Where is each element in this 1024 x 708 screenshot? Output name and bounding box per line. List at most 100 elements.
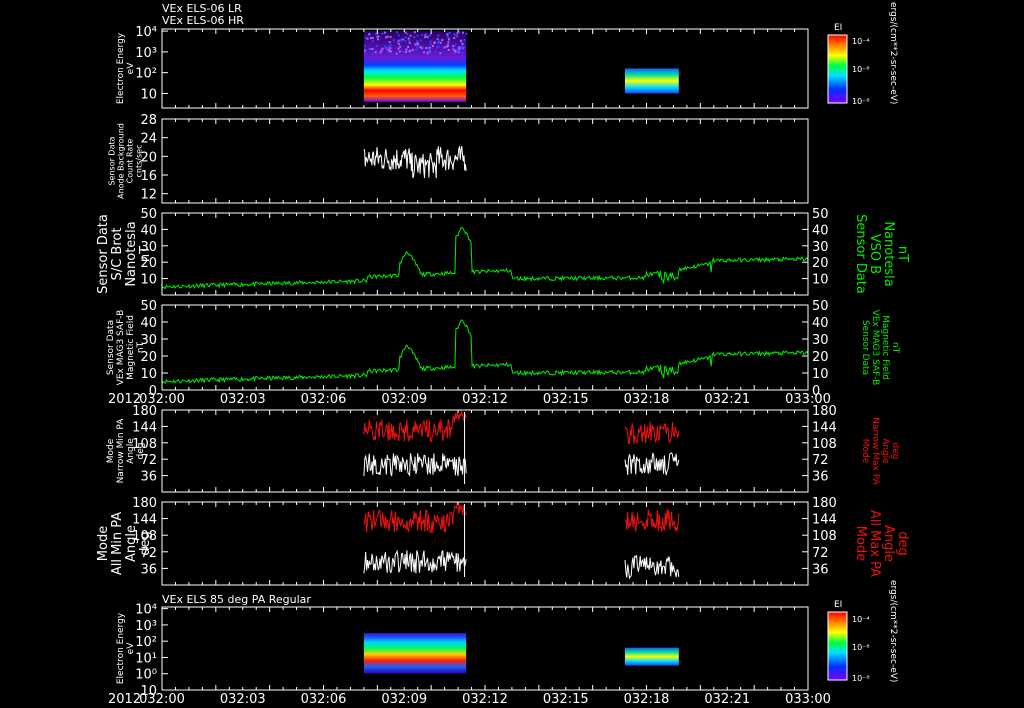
y-axis-label: Count Rate: [126, 139, 135, 184]
spectrogram-speckle: [389, 35, 392, 38]
spectrogram-speckle: [405, 51, 408, 54]
spectrogram-speckle: [428, 48, 431, 51]
colorbar-top-tick: 10⁻⁶: [852, 65, 870, 74]
y-tick-label: 10³: [135, 619, 157, 634]
spectrogram-speckle: [397, 39, 400, 42]
colorbar-top-units: ergs/(cm**2-sr-sec-eV): [888, 2, 898, 104]
spectrogram-speckle: [461, 43, 464, 46]
spectrogram-speckle: [389, 43, 392, 46]
spectrogram-speckle: [384, 46, 387, 49]
spectrogram-speckle: [371, 52, 374, 55]
y-tick-label: 40: [140, 223, 157, 238]
y-tick-label-right: 108: [812, 529, 837, 544]
colorbar-bottom: EI 10⁻⁴ 10⁻⁶ 10⁻⁸ ergs/(cm**2-sr-sec-eV): [827, 580, 898, 683]
spectrogram-speckle: [457, 51, 460, 54]
spectrogram-speckle: [456, 47, 459, 50]
x-tick-label: 033:00: [785, 392, 831, 407]
y-axis-label: S/C Brot: [110, 228, 125, 281]
right-axis-label: Angle: [880, 438, 890, 464]
x-tick-label: 032:21: [704, 392, 750, 407]
spectrogram-speckle: [453, 33, 456, 36]
y-tick-label-right: 30: [812, 333, 829, 348]
spectrogram-speckle: [437, 34, 440, 37]
spectrogram-speckle: [365, 52, 368, 55]
y-tick-label: 10⁴: [135, 603, 157, 618]
spectrogram-speckle: [368, 33, 371, 36]
spectrogram-speckle: [364, 49, 367, 52]
spectrogram-speckle: [456, 32, 459, 35]
x-tick-label: 032:09: [381, 392, 427, 407]
right-axis-label: Sensor Data: [860, 320, 870, 375]
y-axis-label: deg: [138, 531, 153, 556]
spectrogram-speckle: [421, 34, 424, 37]
spectrogram-speckle: [445, 34, 448, 37]
spectrogram-speckle: [396, 41, 399, 44]
spectrogram-speckle: [376, 38, 379, 41]
right-axis-label: nT: [895, 246, 910, 262]
spectrogram-speckle: [454, 43, 457, 46]
spectrogram-speckle: [388, 50, 391, 53]
series-white-pa: [363, 453, 467, 477]
y-tick-label-right: 72: [812, 546, 829, 561]
spectrogram-speckle: [397, 42, 400, 45]
spectrogram-speckle: [416, 34, 419, 37]
y-axis-label: All Min PA: [110, 512, 125, 575]
x-tick-label: 032:00: [139, 392, 185, 407]
spectrogram-speckle: [376, 35, 379, 38]
right-axis-label: deg: [895, 531, 910, 556]
x-tick-label-bottom: 033:00: [785, 692, 831, 707]
spectrogram-speckle: [386, 35, 389, 38]
spectrogram-speckle: [381, 32, 384, 35]
y-axis-label: eV: [126, 642, 136, 655]
y-axis-label: Nanotesla: [124, 221, 139, 286]
y-tick-label: 10: [140, 367, 157, 382]
x-tick-label-bottom: 032:18: [624, 692, 670, 707]
y-tick-label-right: 40: [812, 223, 829, 238]
spectrogram-speckle: [417, 43, 420, 46]
colorbar-bottom-tick: 10⁻⁴: [852, 615, 870, 624]
series-magnetic-field: [161, 226, 809, 290]
spectrogram-speckle: [419, 39, 422, 42]
spectrogram-speckle: [428, 50, 431, 53]
x-tick-label-bottom: 032:12: [462, 692, 508, 707]
spectrogram-speckle: [380, 49, 383, 52]
x-tick-label: 032:06: [301, 392, 347, 407]
spectrogram-speckle: [407, 45, 410, 48]
right-axis-label: deg: [890, 443, 900, 460]
y-axis-label: deg: [136, 443, 146, 460]
y-tick-label-right: 36: [812, 470, 829, 485]
right-axis-label: Mode: [860, 439, 870, 464]
y-tick-label: 50: [140, 207, 157, 222]
y-tick-label: 0: [149, 384, 157, 399]
x-tick-label-bottom: 032:09: [381, 692, 427, 707]
y-tick-label: 10: [140, 273, 157, 288]
spectrogram-speckle: [430, 43, 433, 46]
spectrogram-speckle: [395, 52, 398, 55]
y-tick-label-right: 20: [812, 350, 829, 365]
spectrogram-speckle: [419, 46, 422, 49]
x-tick-label: 032:15: [543, 392, 589, 407]
spectrogram-speckle: [384, 45, 387, 48]
spectrogram-block-85deg: [363, 633, 467, 674]
series-red-pa: [363, 501, 467, 534]
y-axis-label: nT: [138, 246, 153, 262]
spectrogram-speckle: [439, 52, 442, 55]
spectrogram-speckle: [397, 47, 400, 50]
y-tick-label: 50: [140, 299, 157, 314]
spectrogram-block-85deg-hr: [624, 647, 679, 666]
spectrogram-speckle: [426, 52, 429, 55]
spectrogram-speckle: [458, 48, 461, 51]
spectrogram-speckle: [379, 51, 382, 54]
y-axis-label: Anode Background: [117, 123, 126, 199]
right-axis-label: Sensor Data: [853, 214, 868, 294]
spectrogram-speckle: [447, 38, 450, 41]
colorbar-bottom-tick: 10⁻⁶: [852, 643, 870, 652]
spectrogram-speckle: [406, 33, 409, 36]
spectrogram-speckle: [425, 47, 428, 50]
spectrogram-speckle: [433, 42, 436, 45]
x-tick-label: 032:03: [220, 392, 266, 407]
spectrogram-speckle: [374, 51, 377, 54]
spectrogram-speckle: [429, 51, 432, 54]
